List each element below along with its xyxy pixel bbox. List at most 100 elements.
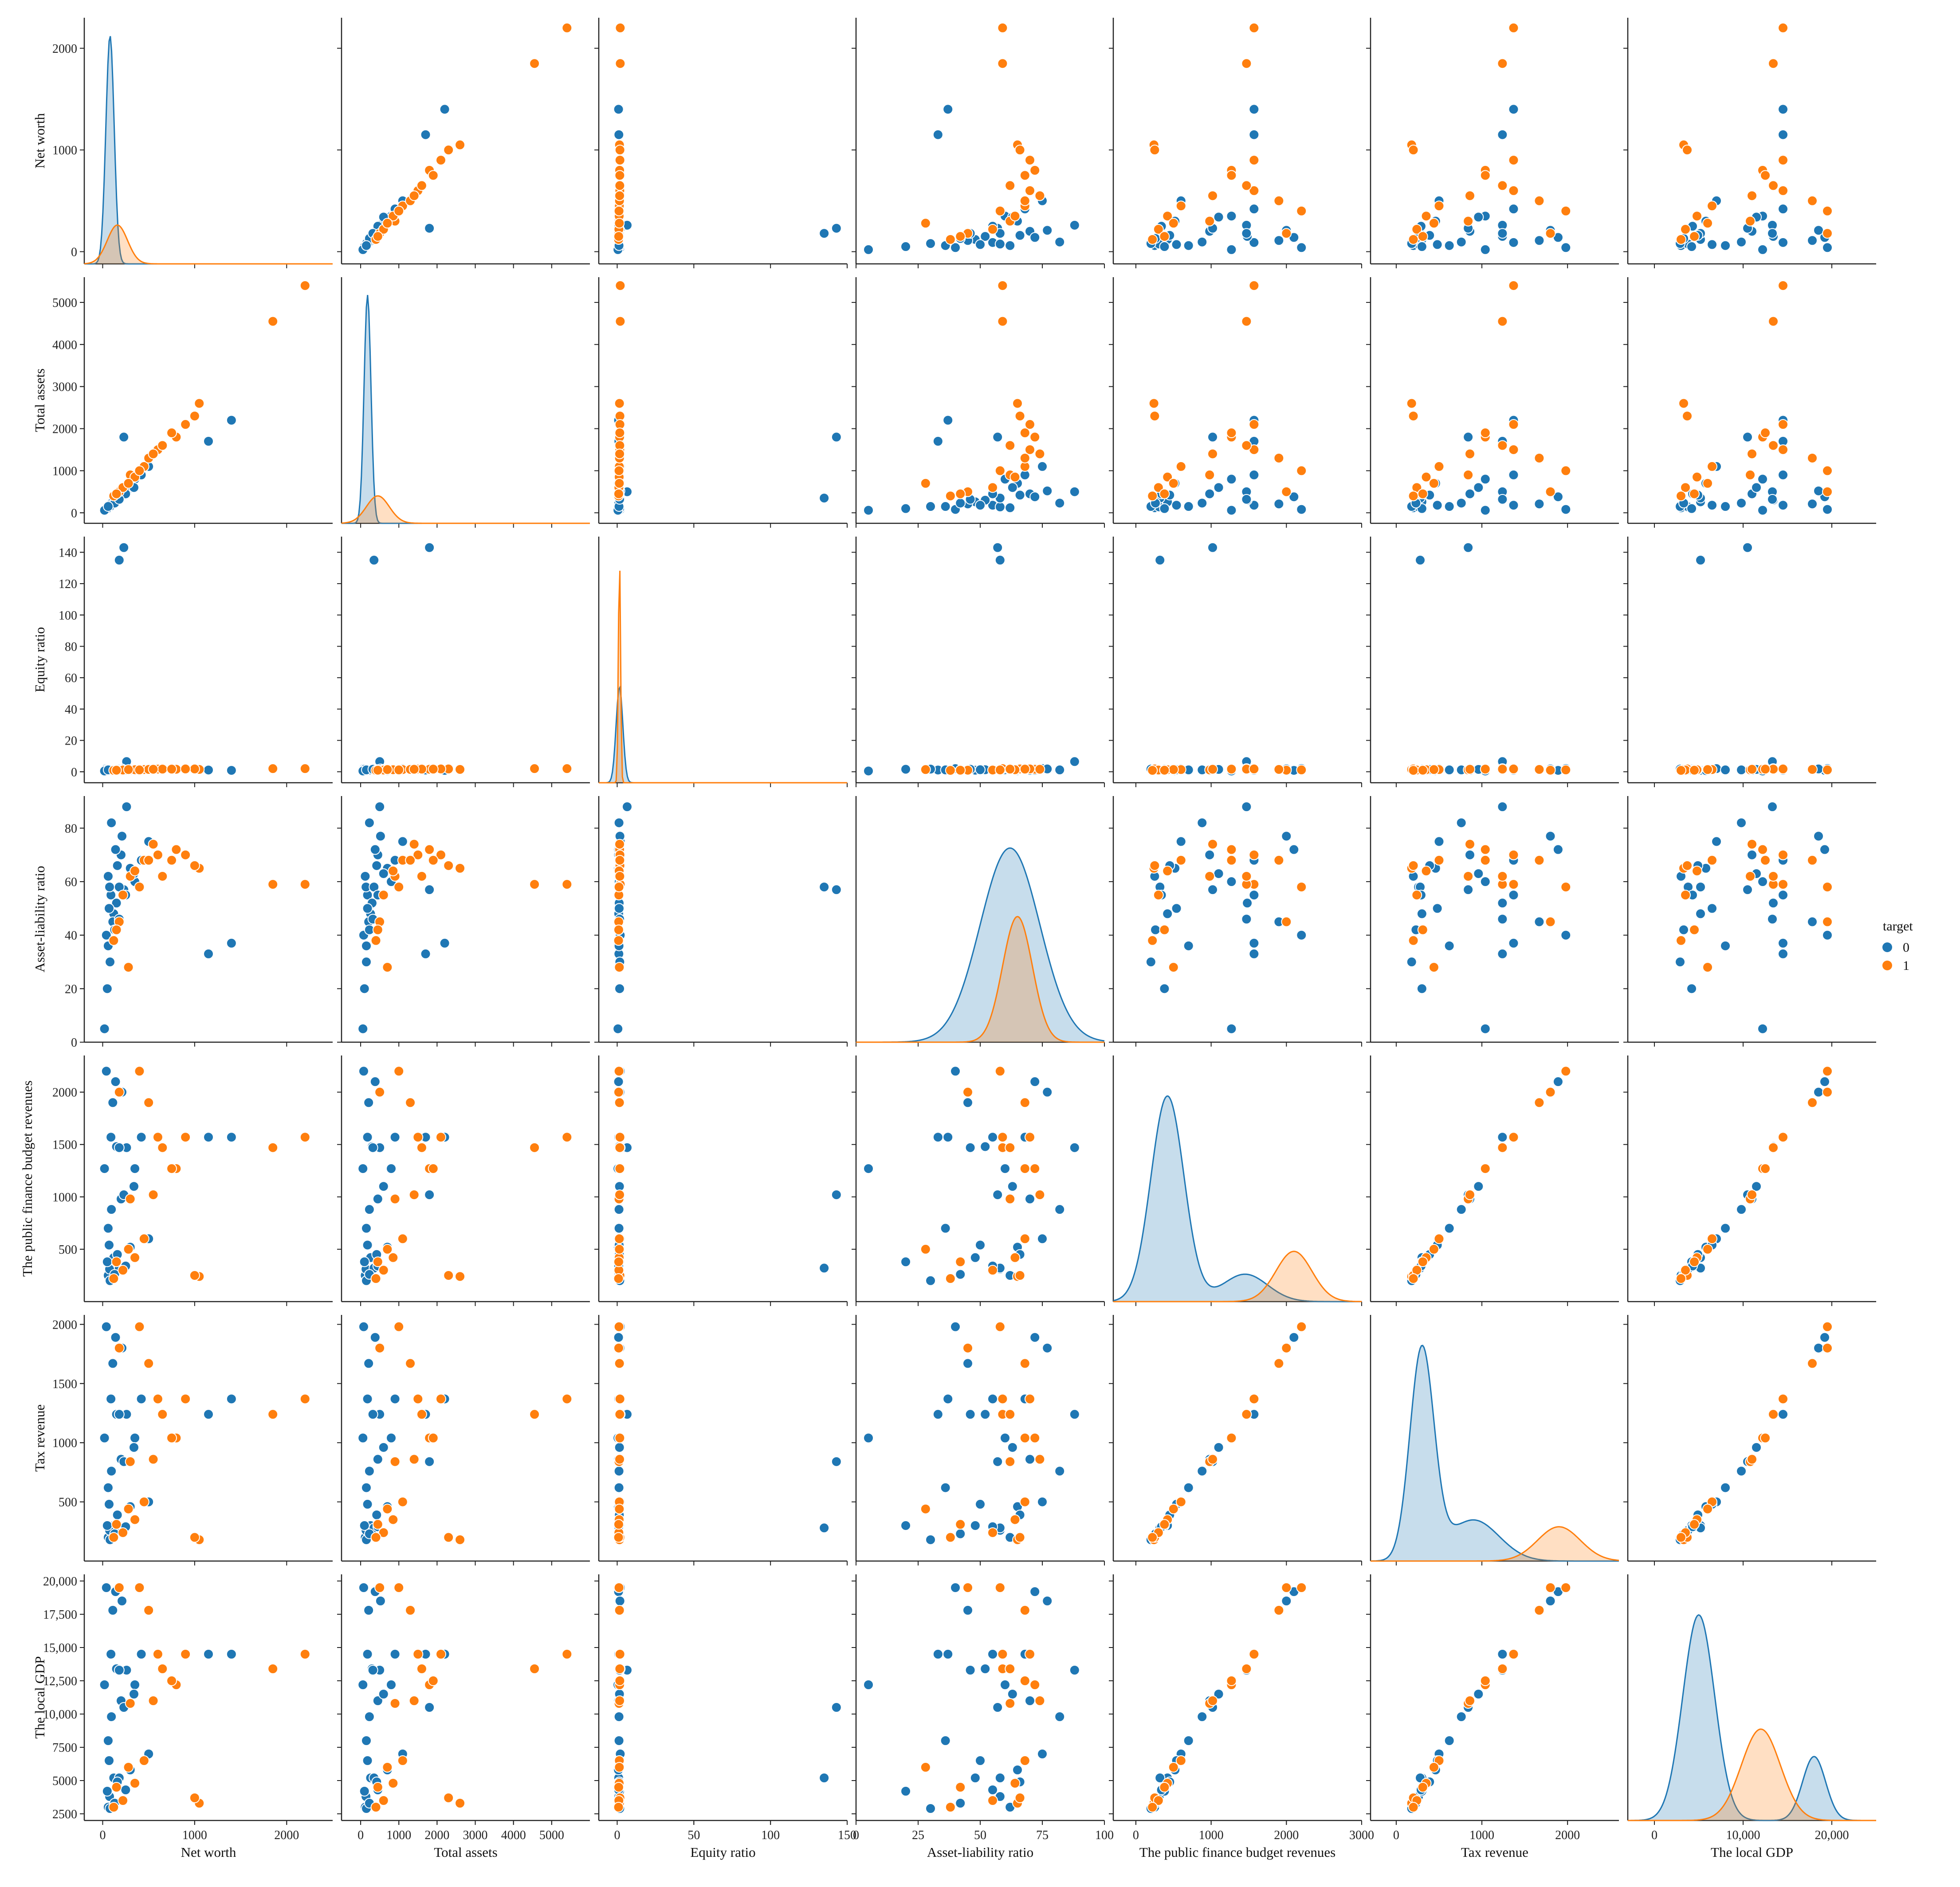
scatter-point-target-0 bbox=[613, 1711, 625, 1722]
scatter-point-target-1 bbox=[614, 1454, 625, 1465]
y-tick-label: 80 bbox=[65, 640, 77, 654]
pair-cell-6-6 bbox=[1627, 1574, 1876, 1825]
scatter-point-target-0 bbox=[1742, 884, 1753, 895]
scatter-point-target-1 bbox=[613, 1532, 624, 1543]
scatter-point-target-1 bbox=[125, 1698, 136, 1709]
scatter-point-target-1 bbox=[1025, 1393, 1035, 1404]
scatter-point-target-1 bbox=[455, 1534, 466, 1545]
scatter-point-target-1 bbox=[180, 419, 191, 430]
scatter-point-target-1 bbox=[393, 205, 405, 216]
scatter-point-target-0 bbox=[110, 1332, 121, 1343]
scatter-point-target-0 bbox=[1768, 898, 1779, 909]
scatter-point-target-1 bbox=[997, 1649, 1008, 1659]
x-tick-label: 75 bbox=[1036, 1828, 1049, 1842]
x-tick-label: 3000 bbox=[1349, 1828, 1374, 1842]
y-axis-title: The public finance budget revenues bbox=[20, 1080, 35, 1276]
x-tick-label: 20,000 bbox=[1815, 1828, 1849, 1842]
scatter-point-target-1 bbox=[1682, 411, 1693, 422]
scatter-point-target-1 bbox=[1560, 205, 1571, 216]
scatter-point-target-1 bbox=[1417, 924, 1428, 935]
scatter-point-target-0 bbox=[1054, 1466, 1065, 1477]
scatter-point-target-1 bbox=[613, 882, 625, 893]
scatter-point-target-1 bbox=[1226, 1675, 1237, 1686]
scatter-point-target-1 bbox=[123, 1762, 134, 1773]
scatter-point-target-1 bbox=[994, 765, 1006, 776]
scatter-point-target-0 bbox=[1508, 890, 1519, 901]
scatter-point-target-1 bbox=[1545, 1582, 1556, 1593]
scatter-point-target-1 bbox=[1822, 1342, 1833, 1353]
scatter-point-target-1 bbox=[428, 170, 439, 181]
scatter-point-target-1 bbox=[180, 1132, 191, 1143]
y-tick-label: 80 bbox=[65, 822, 77, 836]
scatter-point-target-0 bbox=[1822, 504, 1833, 515]
scatter-point-target-0 bbox=[1025, 1695, 1035, 1706]
scatter-point-target-0 bbox=[1432, 500, 1443, 511]
scatter-point-target-1 bbox=[134, 1321, 145, 1332]
scatter-point-target-1 bbox=[189, 763, 200, 774]
scatter-point-target-0 bbox=[102, 1223, 114, 1234]
scatter-point-target-0 bbox=[980, 1663, 991, 1674]
scatter-point-target-0 bbox=[371, 860, 382, 871]
scatter-point-target-0 bbox=[101, 930, 112, 941]
scatter-point-target-0 bbox=[925, 1275, 936, 1286]
scatter-point-target-1 bbox=[123, 764, 134, 775]
scatter-point-target-0 bbox=[1534, 235, 1545, 246]
scatter-point-target-0 bbox=[364, 1711, 375, 1722]
scatter-point-target-0 bbox=[1736, 236, 1747, 247]
x-axis-title: Asset-liability ratio bbox=[927, 1844, 1033, 1860]
scatter-point-target-1 bbox=[1019, 1163, 1030, 1174]
scatter-point-target-1 bbox=[1226, 428, 1237, 439]
scatter-point-target-1 bbox=[997, 1132, 1008, 1143]
scatter-point-target-1 bbox=[1497, 1663, 1508, 1674]
scatter-point-target-1 bbox=[1560, 765, 1571, 776]
scatter-point-target-0 bbox=[104, 903, 114, 914]
y-tick-label: 1000 bbox=[52, 1191, 77, 1204]
x-tick-label: 0 bbox=[614, 1828, 620, 1842]
scatter-point-target-0 bbox=[106, 1649, 117, 1659]
scatter-point-target-1 bbox=[416, 1663, 427, 1674]
kde-fill-target-0 bbox=[856, 848, 1104, 1042]
scatter-point-target-0 bbox=[1005, 240, 1016, 251]
scatter-point-target-0 bbox=[102, 501, 114, 512]
scatter-point-target-1 bbox=[143, 1605, 154, 1616]
scatter-point-target-1 bbox=[1019, 1496, 1030, 1507]
scatter-point-target-1 bbox=[614, 1097, 625, 1108]
scatter-point-target-1 bbox=[1768, 871, 1779, 882]
scatter-point-target-0 bbox=[102, 1786, 113, 1797]
x-tick-label: 3000 bbox=[463, 1828, 488, 1842]
scatter-point-target-1 bbox=[408, 1454, 420, 1465]
scatter-point-target-1 bbox=[614, 1132, 625, 1143]
scatter-point-target-1 bbox=[1778, 22, 1788, 33]
scatter-point-target-0 bbox=[932, 1649, 943, 1659]
scatter-point-target-1 bbox=[1768, 1409, 1779, 1420]
scatter-point-target-0 bbox=[102, 1520, 113, 1531]
scatter-point-target-1 bbox=[111, 924, 122, 935]
scatter-point-target-0 bbox=[104, 1240, 114, 1251]
scatter-point-target-0 bbox=[955, 1269, 966, 1280]
scatter-point-target-0 bbox=[1281, 831, 1292, 842]
scatter-point-target-1 bbox=[1480, 855, 1491, 866]
scatter-point-target-0 bbox=[1145, 957, 1156, 968]
scatter-point-target-1 bbox=[1480, 844, 1491, 855]
scatter-point-target-1 bbox=[1207, 1454, 1218, 1465]
scatter-point-target-0 bbox=[1444, 501, 1455, 512]
scatter-point-target-0 bbox=[1288, 844, 1300, 855]
scatter-point-target-1 bbox=[378, 1795, 389, 1806]
scatter-point-target-0 bbox=[1813, 1342, 1824, 1353]
scatter-point-target-1 bbox=[416, 1142, 427, 1153]
pair-cell-2-2 bbox=[598, 537, 848, 787]
scatter-point-target-1 bbox=[267, 763, 279, 774]
scatter-point-target-1 bbox=[1760, 1163, 1771, 1174]
scatter-point-target-1 bbox=[1768, 58, 1779, 69]
scatter-point-target-0 bbox=[1054, 236, 1065, 247]
scatter-point-target-1 bbox=[1005, 1456, 1016, 1467]
scatter-point-target-1 bbox=[1463, 469, 1474, 480]
scatter-point-target-1 bbox=[148, 1454, 159, 1465]
scatter-point-target-1 bbox=[138, 1233, 149, 1244]
scatter-point-target-0 bbox=[987, 1132, 998, 1143]
kde-line-target-1 bbox=[1113, 1251, 1362, 1302]
scatter-point-target-0 bbox=[1819, 1076, 1830, 1087]
scatter-point-target-1 bbox=[1281, 486, 1292, 497]
scatter-point-target-1 bbox=[1273, 855, 1284, 866]
scatter-point-target-0 bbox=[965, 1142, 976, 1153]
